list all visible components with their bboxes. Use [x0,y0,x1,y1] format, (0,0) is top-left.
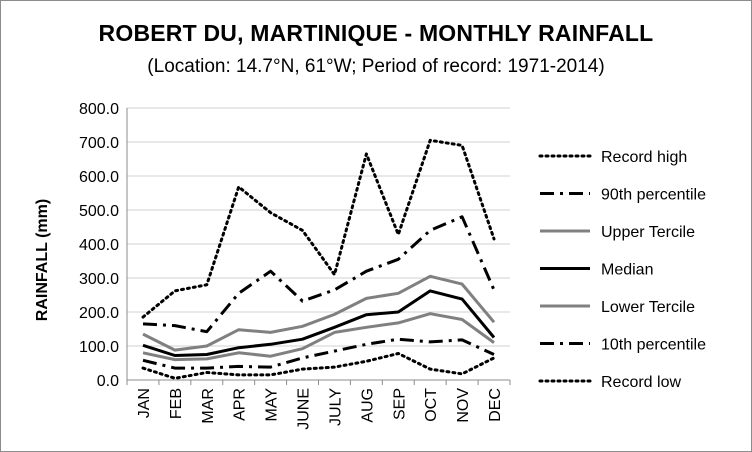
legend-label: Lower Tercile [601,299,695,316]
series-line-median [142,289,496,357]
y-tick-label: 0.0 [97,373,119,390]
legend-label: Record high [601,149,687,166]
series-line-record-low [141,352,496,380]
x-tick-label: APR [232,388,249,421]
x-tick-label: JAN [136,388,153,418]
y-tick-label: 100.0 [79,339,119,356]
legend-label: Upper Tercile [601,224,695,241]
y-tick-label: 500.0 [79,203,119,220]
legend-label: 90th percentile [601,187,706,204]
y-axis-label: RAINFALL (mm) [34,199,51,321]
axes: 0.0 100.0 200.0 300.0 400.0 500.0 600.0 700.0 80… [79,101,511,430]
legend-label: 10th percentile [601,337,706,354]
y-tick-label: 700.0 [79,135,119,152]
x-tick-label: JUNE [296,388,313,430]
x-tick-label: JULY [327,388,344,426]
y-tick-label: 600.0 [79,169,119,186]
x-tick-label: MAY [264,388,281,422]
y-tick-label: 200.0 [79,305,119,322]
chart-title: ROBERT DU, MARTINIQUE - MONTHLY RAINFALL [98,20,654,46]
x-tick-label: SEP [391,388,408,420]
legend-label: Median [601,262,653,279]
legend: Record high 90th percentile Upper Tercile M… [538,149,706,391]
series-line-record-high [141,138,496,319]
x-tick-label: DEC [487,388,504,422]
x-tick-label: FEB [168,388,185,419]
x-tick-label: OCT [423,388,440,422]
series-line-90th-percentile [142,215,496,334]
series-line-10th-percentile [142,337,495,370]
x-tick-label: MAR [200,388,217,424]
x-tick-label: AUG [359,388,376,423]
y-tick-label: 400.0 [79,237,119,254]
series-line-lower-tercile [142,312,495,362]
legend-label: Record low [601,374,681,391]
series-lines [141,138,496,380]
chart-subtitle: (Location: 14.7°N, 61°W; Period of recor… [147,56,605,77]
y-tick-label: 300.0 [79,271,119,288]
y-tick-label: 800.0 [79,101,119,118]
x-tick-label: NOV [455,388,472,423]
series-line-upper-tercile [142,274,496,352]
